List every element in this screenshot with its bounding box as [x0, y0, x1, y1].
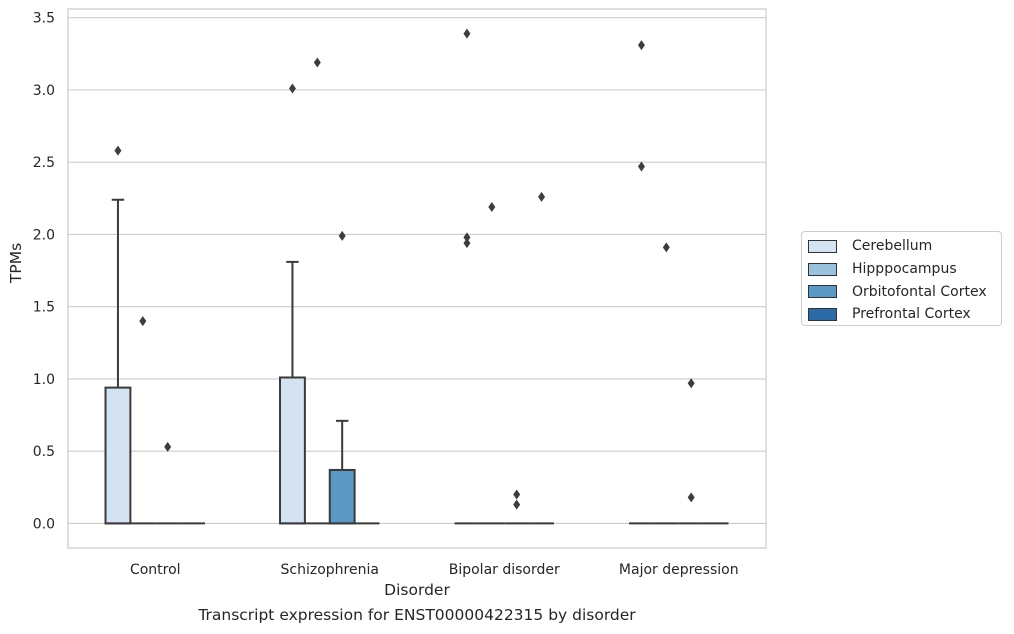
outlier-point — [313, 57, 321, 68]
y-tick-label: 2.0 — [33, 227, 55, 243]
box-cerebellum — [629, 40, 654, 525]
box-hipppocampus — [653, 242, 679, 525]
y-axis-label: TPMs — [7, 243, 25, 284]
box-hipppocampus — [304, 57, 330, 525]
outlier-point — [637, 40, 645, 51]
outlier-point — [687, 378, 695, 389]
legend-item-cerebellum[interactable]: Cerebellum — [808, 235, 1001, 258]
outlier-point — [687, 492, 695, 503]
legend-swatch-hippocampus — [808, 262, 837, 276]
box-orbitofontal-cortex — [678, 378, 704, 525]
x-tick-label: Major depression — [619, 562, 739, 578]
y-tick-label: 2.5 — [33, 155, 55, 171]
y-tick-labels: 0.0 0.5 1.0 1.5 2.0 2.5 3.0 3.5 — [33, 11, 55, 533]
outlier-point — [463, 238, 471, 249]
x-axis-label: Disorder — [384, 581, 450, 599]
box-orbitofontal-cortex — [155, 441, 181, 525]
outlier-point — [637, 161, 645, 172]
x-tick-label: Schizophrenia — [281, 562, 379, 578]
outlier-point — [114, 145, 122, 156]
outlier-point — [513, 489, 521, 500]
box-cerebellum — [104, 145, 132, 525]
legend-item-prefrontal-cortex[interactable]: Prefrontal Cortex — [808, 303, 1001, 326]
legend-item-orbitofrontal-cortex[interactable]: Orbitofontal Cortex — [808, 280, 1001, 303]
legend: Cerebellum Hipppocampus Orbitofontal Cor… — [801, 231, 1002, 326]
plot-frame — [67, 8, 767, 549]
y-tick-label: 0.0 — [33, 516, 55, 532]
box-cerebellum — [279, 83, 306, 525]
legend-label-cerebellum: Cerebellum — [852, 238, 933, 255]
outlier-point — [288, 83, 296, 94]
box-hipppocampus — [130, 316, 156, 525]
legend-swatch-cerebellum — [808, 239, 837, 253]
box-hipppocampus — [479, 201, 505, 525]
box — [104, 386, 132, 525]
box-prefrontal-cortex — [529, 191, 554, 525]
y-tick-label: 0.5 — [33, 444, 55, 460]
outlier-point — [463, 28, 471, 39]
legend-swatch-orbitofrontal-cortex — [808, 285, 837, 299]
box-cerebellum — [454, 28, 480, 525]
y-tick-label: 3.0 — [33, 83, 55, 99]
y-tick-label: 1.0 — [33, 372, 55, 388]
outlier-point — [662, 242, 670, 253]
box — [328, 468, 356, 525]
legend-swatch-prefrontal-cortex — [808, 307, 837, 321]
legend-item-hippocampus[interactable]: Hipppocampus — [808, 258, 1001, 281]
legend-label-hippocampus: Hipppocampus — [852, 261, 957, 278]
box — [279, 376, 306, 525]
box-orbitofontal-cortex — [328, 230, 356, 525]
x-tick-label: Control — [130, 562, 181, 578]
outlier-point — [488, 201, 496, 212]
x-tick-label: Bipolar disorder — [449, 562, 560, 578]
grid-lines — [68, 17, 766, 524]
outlier-point — [338, 230, 346, 241]
chart-caption: Transcript expression for ENST0000042231… — [198, 606, 636, 624]
y-tick-label: 3.5 — [33, 11, 55, 27]
box-orbitofontal-cortex — [504, 489, 530, 525]
box-plots — [104, 28, 729, 525]
legend-label-orbitofrontal-cortex: Orbitofontal Cortex — [852, 283, 987, 300]
y-tick-label: 1.5 — [33, 300, 55, 316]
x-tick-labels: Control Schizophrenia Bipolar disorder Majo… — [130, 562, 739, 578]
legend-label-prefrontal-cortex: Prefrontal Cortex — [852, 306, 971, 323]
outlier-point — [463, 232, 471, 243]
outlier-point — [538, 191, 546, 202]
outlier-point — [139, 316, 147, 327]
outlier-point — [164, 441, 172, 452]
outlier-point — [513, 499, 521, 510]
